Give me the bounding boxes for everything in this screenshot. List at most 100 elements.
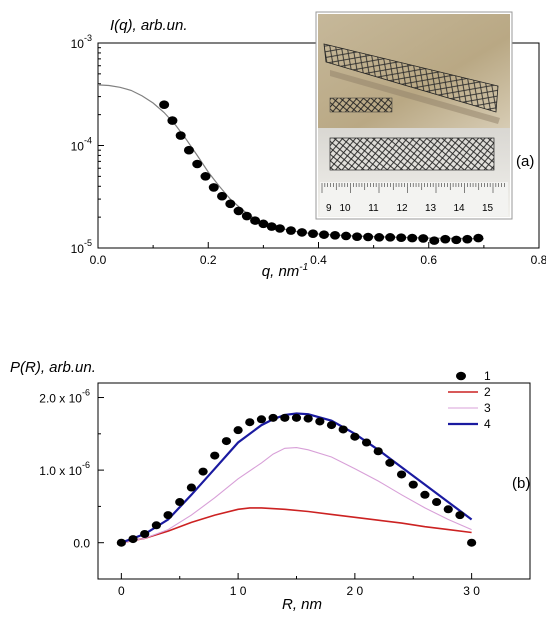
ruler-label: 15 xyxy=(482,203,494,214)
panel-b-data-point xyxy=(210,451,220,460)
panel-b-data-point xyxy=(140,529,150,538)
panel-b-data-point xyxy=(163,511,173,520)
panel-b-data-point xyxy=(303,414,313,423)
panel-a-data-point xyxy=(363,232,374,242)
panel-b-y-tick-label: 0.0 xyxy=(73,537,90,551)
panel-a-data-point xyxy=(296,228,307,237)
panel-a-data-point xyxy=(208,183,219,192)
panel-a-y-tick-base: 10 xyxy=(71,37,85,51)
ruler-label: 11 xyxy=(368,203,379,214)
panel-b-data-point xyxy=(467,538,477,547)
panel-a-data-point xyxy=(159,100,170,110)
panel-a-data-point xyxy=(462,234,473,244)
panel-a: 10-510-410-3 0.0 0.2 0.4 0.6 0.8 I(q), arb.u… xyxy=(71,11,546,280)
panel-b-data-point xyxy=(361,438,372,447)
panel-a-data-point xyxy=(217,191,228,201)
panel-b-data-point xyxy=(268,413,278,422)
panel-b-y-tick-base: 0.0 xyxy=(73,537,90,551)
panel-b-series xyxy=(116,412,477,547)
panel-b-series-4-line xyxy=(121,412,473,544)
legend-label-3: 3 xyxy=(484,401,491,415)
panel-b-data-point xyxy=(396,470,407,479)
panel-a-data-point xyxy=(183,145,194,155)
panel-b-data-point xyxy=(116,538,126,547)
panel-a-x-axis-label: q, nm-1 xyxy=(262,262,308,280)
panel-a-y-tick-label: 10-5 xyxy=(71,238,92,256)
panel-a-data-point xyxy=(192,159,203,169)
panel-a-data-point xyxy=(385,233,396,242)
panel-a-x-axis-label-exp: -1 xyxy=(299,262,308,273)
panel-b-data-point xyxy=(350,432,360,441)
panel-b-data-point xyxy=(280,413,290,422)
panel-b-x-tick-labels: 0 1 0 2 0 3 0 xyxy=(118,584,480,598)
panel-a-data-point xyxy=(250,216,261,225)
panel-b-data-point xyxy=(431,498,442,507)
panel-b-data-point xyxy=(338,425,348,434)
stent-large-shadow xyxy=(330,70,500,124)
panel-a-y-tick-labels: 10-510-410-3 xyxy=(71,33,92,256)
legend-label-4: 4 xyxy=(484,417,491,431)
panel-a-data-point xyxy=(352,232,363,241)
panel-b-x-axis-label: R, nm xyxy=(282,596,322,613)
panel-b-data-point xyxy=(256,415,267,424)
stent-ruler-image xyxy=(329,137,495,171)
panel-b-plot-frame xyxy=(97,382,531,580)
stent-small-image xyxy=(329,97,393,113)
panel-b-y-tick-labels: 0.01.0 x 10-62.0 x 10-6 xyxy=(39,388,90,551)
panel-b-data-point xyxy=(175,498,185,507)
panel-a-data-point xyxy=(233,206,244,216)
panel-a-data-point xyxy=(374,233,385,242)
panel-a-data-point xyxy=(225,199,236,209)
panel-a-y-axis-label: I(q), arb.un. xyxy=(110,17,188,34)
panel-b-y-tick-base: 2.0 x 10 xyxy=(39,392,82,406)
panel-b-data-point xyxy=(221,437,232,446)
inset-ruler xyxy=(320,182,508,216)
panel-a-y-tick-label: 10-3 xyxy=(71,33,92,51)
panel-a-data-point xyxy=(440,234,451,244)
panel-a-tag: (a) xyxy=(516,153,534,170)
panel-b-y-tick-exp: -6 xyxy=(82,460,90,470)
panel-a-data-point xyxy=(167,116,178,125)
panel-b-data-point xyxy=(186,483,197,492)
panel-b-data-point xyxy=(373,447,383,456)
panel-a-data-point xyxy=(330,231,341,240)
inset-ruler-labels: 9 10 11 12 13 14 15 xyxy=(326,203,493,214)
panel-b-data-point xyxy=(408,480,418,489)
ruler-label: 12 xyxy=(396,203,408,214)
panel-a-data-point xyxy=(274,224,285,233)
panel-a-x-tick-label: 0.6 xyxy=(420,253,437,267)
panel-a-data-point xyxy=(319,230,330,239)
panel-a-data-point xyxy=(258,219,269,229)
panel-a-data-point xyxy=(429,236,440,245)
panel-b-x-tick-label: 2 0 xyxy=(347,584,364,598)
panel-b-tag: (b) xyxy=(512,475,530,492)
panel-a-data-point xyxy=(307,229,318,238)
panel-a-y-tick-exp: -5 xyxy=(84,238,92,248)
legend-label-2: 2 xyxy=(484,385,491,399)
panel-b-data-point xyxy=(315,417,325,426)
panel-b-data-point xyxy=(326,421,337,430)
panel-a-x-tick-label: 0.4 xyxy=(310,253,327,267)
panel-b-data-point xyxy=(198,467,208,476)
legend-marker-1 xyxy=(456,371,466,381)
panel-b-y-tick-label: 2.0 x 10-6 xyxy=(39,388,90,406)
panel-a-x-tick-label: 0.8 xyxy=(531,253,546,267)
panel-a-y-tick-exp: -4 xyxy=(84,136,92,146)
panel-a-data-point xyxy=(407,233,418,243)
panel-a-data-point xyxy=(473,233,484,243)
stent-large-image xyxy=(323,43,499,113)
panel-b-x-tick-label: 3 0 xyxy=(463,584,480,598)
panel-a-data-point xyxy=(241,211,252,221)
panel-b-y-tick-label: 1.0 x 10-6 xyxy=(39,460,90,478)
panel-b-data-point xyxy=(385,458,395,467)
panel-a-data-point xyxy=(418,234,429,243)
panel-a-y-tick-base: 10 xyxy=(71,140,85,154)
panel-a-y-tick-exp: -3 xyxy=(84,33,92,43)
panel-a-data-point xyxy=(175,131,186,140)
panel-a-data-point xyxy=(341,231,352,241)
panel-a-x-axis-label-base: q, nm xyxy=(262,263,300,280)
ruler-label: 10 xyxy=(339,203,351,214)
inset-ruler-ticks xyxy=(321,183,505,193)
panel-a-x-tick-label: 0.2 xyxy=(200,253,217,267)
